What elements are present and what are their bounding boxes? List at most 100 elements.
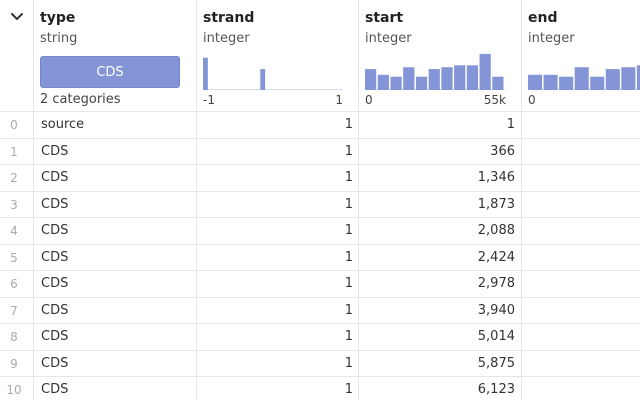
- histogram-bar[interactable]: [260, 69, 266, 90]
- type-column: [34, 0, 197, 400]
- table-row[interactable]: 7 CDS 1 3,940: [0, 298, 640, 324]
- histogram-bar[interactable]: [466, 65, 479, 90]
- end-cell[interactable]: [522, 218, 640, 244]
- start-column: [359, 0, 522, 400]
- strand-cell[interactable]: 1: [344, 276, 353, 291]
- start-cell[interactable]: 1: [506, 117, 515, 132]
- row-index: 3: [10, 197, 18, 212]
- histogram-bar[interactable]: [454, 65, 466, 90]
- column-name: strand: [203, 10, 255, 26]
- table-row[interactable]: 1 CDS 1 366: [0, 139, 640, 165]
- strand-cell[interactable]: 1: [344, 249, 353, 265]
- histogram-bar[interactable]: [605, 69, 620, 90]
- table-row[interactable]: 10 CDS 1 6,123: [0, 377, 640, 400]
- end-cell[interactable]: [522, 324, 640, 350]
- table-row[interactable]: 6 CDS 1 2,978: [0, 271, 640, 298]
- table-row[interactable]: 0 source 1 1 5: [0, 112, 640, 139]
- start-cell[interactable]: 5,014: [477, 329, 515, 344]
- start-column-header[interactable]: start integer 0 55k: [359, 0, 522, 112]
- histogram-bar[interactable]: [390, 76, 402, 90]
- end-histogram[interactable]: [528, 52, 640, 90]
- type-cell[interactable]: CDS: [41, 329, 69, 344]
- table-row[interactable]: 9 CDS 1 5,875: [0, 351, 640, 377]
- strand-cell[interactable]: 1: [344, 329, 353, 344]
- histogram-max-label: 55k: [483, 93, 506, 107]
- strand-cell[interactable]: 1: [344, 170, 353, 185]
- type-cell[interactable]: source: [41, 117, 85, 132]
- table-header: type string CDS 2 categories strand inte…: [0, 0, 640, 112]
- start-cell[interactable]: 1,346: [477, 170, 515, 185]
- type-cell[interactable]: CDS: [41, 143, 69, 159]
- column-dtype: integer: [203, 31, 250, 46]
- table-row[interactable]: 4 CDS 1 2,088: [0, 218, 640, 245]
- histogram-min-label: -1: [203, 93, 215, 107]
- histogram-bar[interactable]: [415, 76, 428, 90]
- category-bar-cds[interactable]: CDS: [40, 56, 180, 88]
- table-row[interactable]: 8 CDS 1 5,014: [0, 324, 640, 351]
- histogram-bar[interactable]: [559, 76, 574, 90]
- strand-cell[interactable]: 1: [344, 223, 353, 238]
- start-cell[interactable]: 366: [490, 143, 515, 159]
- histogram-bar[interactable]: [574, 67, 589, 90]
- histogram-bar[interactable]: [590, 76, 605, 90]
- strand-histogram[interactable]: [203, 52, 343, 90]
- histogram-bar[interactable]: [365, 69, 377, 90]
- type-cell[interactable]: CDS: [41, 223, 69, 238]
- start-cell[interactable]: 2,088: [477, 223, 515, 238]
- type-cell[interactable]: CDS: [41, 249, 69, 265]
- index-column: [0, 0, 34, 400]
- end-cell[interactable]: [522, 165, 640, 191]
- strand-cell[interactable]: 1: [344, 143, 353, 159]
- column-name: start: [365, 10, 404, 26]
- histogram-bar[interactable]: [543, 74, 558, 90]
- histogram-bar[interactable]: [203, 57, 208, 90]
- table-row[interactable]: 3 CDS 1 1,873: [0, 192, 640, 218]
- type-cell[interactable]: CDS: [41, 276, 69, 291]
- histogram-bar[interactable]: [441, 67, 453, 90]
- start-cell[interactable]: 3,940: [477, 302, 515, 318]
- end-cell[interactable]: [522, 298, 640, 324]
- end-cell[interactable]: [522, 377, 640, 400]
- end-cell[interactable]: [522, 139, 640, 165]
- end-cell[interactable]: [522, 351, 640, 377]
- table-row[interactable]: 2 CDS 1 1,346: [0, 165, 640, 192]
- histogram-bar[interactable]: [621, 67, 636, 90]
- row-index: 9: [10, 356, 18, 371]
- start-cell[interactable]: 2,978: [477, 276, 515, 291]
- chevron-down-icon[interactable]: [9, 9, 25, 25]
- histogram-bar[interactable]: [528, 74, 543, 90]
- row-index: 5: [10, 250, 18, 265]
- end-column-header[interactable]: end integer 0: [522, 0, 640, 112]
- type-cell[interactable]: CDS: [41, 170, 69, 185]
- histogram-bar[interactable]: [636, 65, 640, 90]
- type-cell[interactable]: CDS: [41, 382, 69, 397]
- histogram-bar[interactable]: [377, 74, 389, 90]
- column-dtype: integer: [365, 31, 412, 46]
- type-cell[interactable]: CDS: [41, 196, 69, 212]
- row-index: 7: [10, 303, 18, 318]
- end-cell[interactable]: [522, 271, 640, 297]
- strand-cell[interactable]: 1: [344, 196, 353, 212]
- end-cell[interactable]: [522, 245, 640, 271]
- table-row[interactable]: 5 CDS 1 2,424: [0, 245, 640, 271]
- strand-cell[interactable]: 1: [344, 117, 353, 132]
- start-cell[interactable]: 1,873: [477, 196, 515, 212]
- strand-cell[interactable]: 1: [344, 382, 353, 397]
- end-cell[interactable]: 5: [522, 112, 640, 138]
- strand-cell[interactable]: 1: [344, 355, 353, 371]
- column-name: type: [40, 10, 76, 26]
- type-cell[interactable]: CDS: [41, 302, 69, 318]
- histogram-bar[interactable]: [428, 69, 440, 90]
- start-cell[interactable]: 5,875: [477, 355, 515, 371]
- type-column-header[interactable]: type string CDS 2 categories: [34, 0, 197, 112]
- start-cell[interactable]: 2,424: [477, 249, 515, 265]
- histogram-bar[interactable]: [492, 76, 504, 90]
- start-histogram[interactable]: [365, 52, 505, 90]
- histogram-bar[interactable]: [403, 67, 415, 90]
- histogram-bar[interactable]: [479, 53, 491, 90]
- type-cell[interactable]: CDS: [41, 355, 69, 371]
- strand-cell[interactable]: 1: [344, 302, 353, 318]
- end-cell[interactable]: [522, 192, 640, 218]
- start-cell[interactable]: 6,123: [477, 382, 515, 397]
- strand-column-header[interactable]: strand integer -1 1: [197, 0, 359, 112]
